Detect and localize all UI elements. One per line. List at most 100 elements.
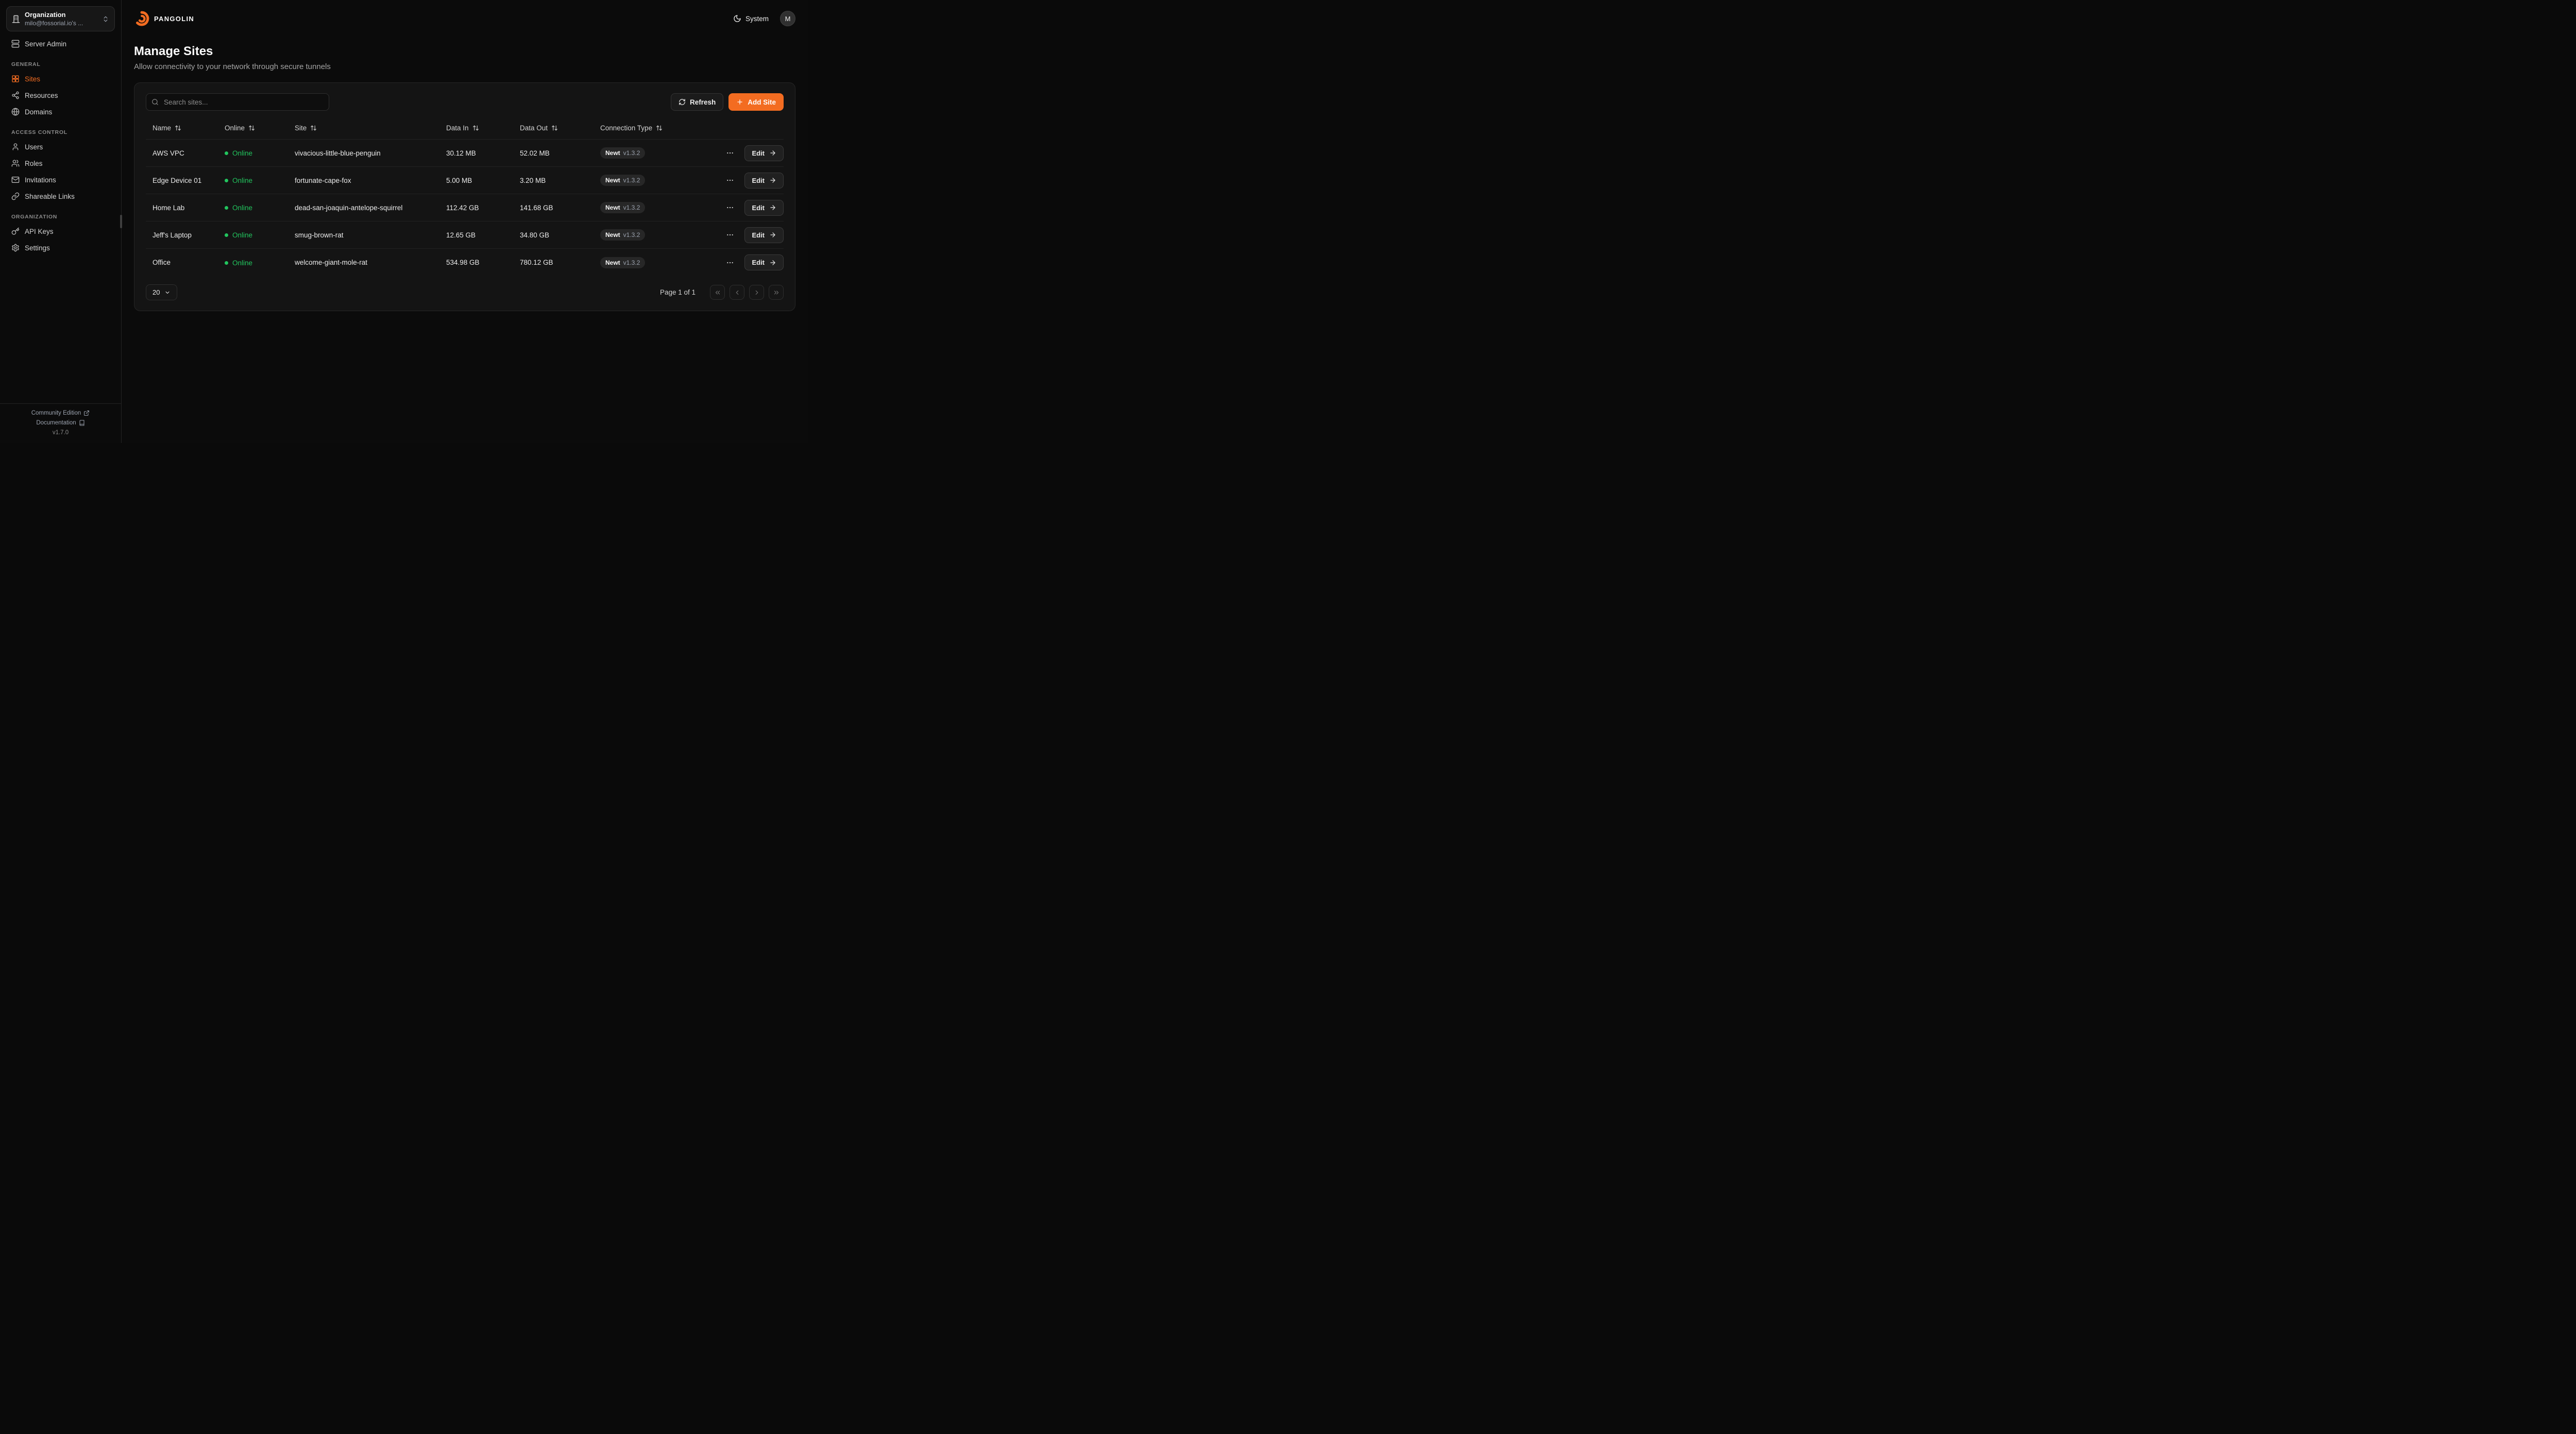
gear-icon (12, 244, 19, 252)
edit-button[interactable]: Edit (744, 145, 784, 161)
sidebar-item-roles[interactable]: Roles (6, 155, 115, 172)
external-link-icon (84, 411, 90, 416)
documentation-link[interactable]: Documentation (6, 420, 115, 426)
community-edition-link[interactable]: Community Edition (6, 410, 115, 416)
data-in-cell: 30.12 MB (446, 149, 476, 157)
column-header-data-out[interactable]: Data Out (513, 124, 594, 132)
last-page-button[interactable] (769, 285, 784, 300)
edit-button[interactable]: Edit (744, 199, 784, 216)
column-label: Data In (446, 124, 469, 132)
column-header-online[interactable]: Online (218, 124, 288, 132)
roles-icon (11, 160, 20, 167)
sidebar-item-label: API Keys (25, 227, 54, 235)
controls-right: Refresh Add Site (670, 93, 784, 111)
online-status-label: Online (232, 149, 253, 157)
sidebar-item-settings[interactable]: Settings (6, 240, 115, 256)
online-status-label: Online (232, 231, 253, 239)
sidebar-item-sites[interactable]: Sites (6, 71, 115, 87)
page-header: Manage Sites Allow connectivity to your … (122, 37, 808, 71)
link-icon (11, 192, 20, 200)
moon-icon (734, 15, 741, 22)
table-row: Office Online welcome-giant-mole-rat 534… (146, 249, 784, 276)
sort-icon (249, 125, 255, 131)
site-slug-cell: dead-san-joaquin-antelope-squirrel (295, 203, 403, 212)
column-header-name[interactable]: Name (146, 124, 218, 132)
row-menu-button[interactable] (724, 174, 736, 186)
online-status-label: Online (232, 259, 253, 267)
online-dot-icon (225, 261, 228, 265)
connection-type-cell: Newt v1.3.2 (594, 147, 717, 159)
sidebar-item-domains[interactable]: Domains (6, 104, 115, 120)
edit-label: Edit (752, 259, 765, 266)
status-badge: Online (225, 231, 252, 239)
community-edition-label: Community Edition (31, 410, 81, 416)
mail-icon (11, 177, 20, 183)
online-dot-icon (225, 206, 228, 210)
row-actions: Edit (717, 254, 784, 270)
first-page-button[interactable] (710, 285, 725, 300)
sidebar-item-server-admin[interactable]: Server Admin (6, 36, 115, 52)
connection-type-cell: Newt v1.3.2 (594, 175, 717, 186)
section-title-organization: ORGANIZATION (11, 214, 58, 220)
section-title-general: GENERAL (11, 61, 41, 67)
search-input[interactable] (146, 93, 329, 111)
arrow-right-icon (770, 260, 775, 265)
row-menu-button[interactable] (724, 229, 736, 241)
status-badge: Online (225, 259, 252, 267)
sites-table: Name Online Site Data In (146, 117, 784, 300)
sidebar-item-shareable-links[interactable]: Shareable Links (6, 188, 115, 204)
refresh-button[interactable]: Refresh (670, 93, 724, 111)
online-cell: Online (218, 203, 288, 212)
sidebar-item-label: Resources (25, 91, 58, 99)
data-in-cell: 5.00 MB (446, 176, 472, 184)
site-name-cell: Jeff's Laptop (152, 231, 192, 239)
sidebar-item-users[interactable]: Users (6, 139, 115, 155)
key-icon (11, 227, 20, 235)
table-controls: Refresh Add Site (146, 93, 784, 111)
brand-name: PANGOLIN (154, 14, 195, 23)
site-name-cell: AWS VPC (152, 149, 184, 157)
edit-button[interactable]: Edit (744, 172, 784, 189)
page-size-select[interactable]: 20 (146, 284, 178, 300)
connection-type-cell: Newt v1.3.2 (594, 229, 717, 241)
section-title-access-control: ACCESS CONTROL (11, 129, 67, 135)
online-dot-icon (225, 151, 228, 155)
row-menu-button[interactable] (724, 257, 736, 269)
chevrons-up-down-icon (104, 16, 108, 22)
page-size-value: 20 (152, 288, 160, 296)
add-site-button[interactable]: Add Site (728, 93, 784, 111)
page-title: Manage Sites (134, 44, 213, 58)
online-cell: Online (218, 259, 288, 267)
site-slug-cell: fortunate-cape-fox (295, 176, 351, 184)
theme-toggle[interactable]: System (733, 14, 769, 23)
sidebar-item-label: Roles (25, 159, 43, 167)
sidebar-item-api-keys[interactable]: API Keys (6, 223, 115, 240)
sort-icon (472, 125, 479, 131)
sidebar-item-resources[interactable]: Resources (6, 87, 115, 104)
column-label: Online (225, 124, 245, 132)
edit-button[interactable]: Edit (744, 254, 784, 270)
sidebar-item-invitations[interactable]: Invitations (6, 172, 115, 188)
sidebar-resize-handle[interactable] (120, 215, 122, 228)
data-in-cell: 12.65 GB (446, 231, 476, 239)
brand[interactable]: PANGOLIN (134, 11, 194, 26)
documentation-label: Documentation (36, 420, 76, 426)
connection-type-badge: Newt v1.3.2 (600, 175, 646, 186)
row-menu-button[interactable] (724, 201, 736, 214)
plus-icon (737, 99, 742, 105)
prev-page-button[interactable] (730, 285, 744, 300)
avatar[interactable]: M (780, 11, 795, 26)
next-page-button[interactable] (749, 285, 764, 300)
column-header-connection-type[interactable]: Connection Type (594, 124, 717, 132)
organization-picker[interactable]: Organization milo@fossorial.io's ... (6, 6, 115, 31)
column-header-site[interactable]: Site (288, 124, 439, 132)
edit-button[interactable]: Edit (744, 227, 784, 243)
globe-icon (11, 108, 20, 116)
ellipsis-icon (727, 262, 734, 263)
column-header-data-in[interactable]: Data In (439, 124, 513, 132)
row-menu-button[interactable] (724, 147, 736, 159)
chevron-down-icon (165, 291, 170, 294)
edit-label: Edit (752, 231, 765, 239)
chevron-left-icon (736, 290, 738, 295)
refresh-icon (679, 99, 685, 105)
